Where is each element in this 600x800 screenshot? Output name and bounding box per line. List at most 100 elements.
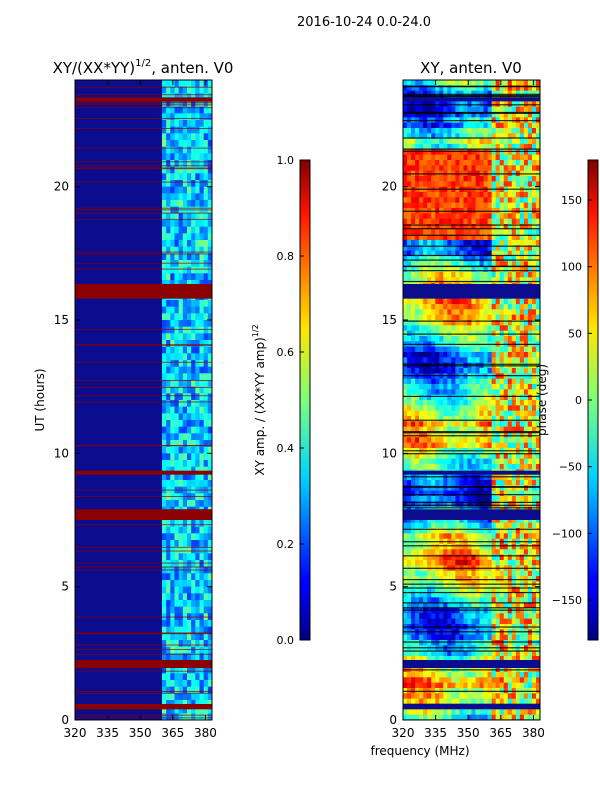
right-heatmap-cell (419, 549, 424, 556)
left-heatmap-cell (178, 80, 184, 88)
right-heatmap-cell (483, 320, 489, 326)
amplitude-colorbar-label: XY amp. / (XX*YY amp)1/2 (251, 324, 267, 475)
left-heatmap-cell (178, 186, 184, 194)
right-heatmap-cell (507, 576, 513, 582)
right-heatmap-cell (459, 442, 465, 449)
right-heatmap-cell (415, 592, 420, 598)
right-heatmap-cell (463, 608, 469, 614)
left-heatmap-cell (186, 640, 192, 648)
right-heatmap-cell (427, 298, 432, 305)
right-heatmap-cell (419, 165, 424, 172)
right-heatmap-cell (455, 650, 461, 657)
right-heatmap-cell (507, 202, 513, 209)
right-heatmap-cell (499, 608, 505, 614)
right-heatmap-cell (439, 160, 444, 166)
right-heatmap-cell (519, 554, 525, 561)
right-heatmap-cell (447, 501, 452, 508)
left-heatmap-cell (203, 640, 209, 648)
right-heatmap-cell (419, 400, 424, 406)
right-heatmap-cell (467, 496, 473, 502)
left-heatmap-cell (195, 713, 201, 720)
left-heatmap-cell (199, 606, 205, 614)
right-heatmap-cell (479, 197, 485, 204)
right-heatmap-cell (447, 485, 452, 492)
right-heatmap-cell (475, 229, 481, 236)
left-heatmap-cell (203, 626, 209, 634)
left-heatmap-cell (170, 360, 176, 368)
right-heatmap-cell (475, 517, 481, 524)
right-heatmap-cell (451, 634, 456, 641)
right-heatmap-cell (503, 261, 509, 268)
right-heatmap-cell (511, 266, 517, 273)
right-heatmap-cell (523, 250, 529, 257)
right-heatmap-cell (455, 378, 461, 385)
left-heatmap-flag-line (75, 344, 212, 346)
left-heatmap-cell (166, 160, 171, 168)
left-heatmap-cell (182, 180, 188, 188)
right-heatmap-cell (475, 314, 481, 321)
right-heatmap-cell (475, 416, 481, 422)
right-heatmap-cell (455, 405, 461, 412)
right-heatmap-cell (523, 234, 529, 241)
left-heatmap-cell (166, 520, 171, 528)
right-heatmap-cell (455, 421, 461, 428)
left-heatmap-cell (195, 386, 201, 394)
right-heatmap-cell (499, 517, 505, 524)
right-heatmap-cell (491, 544, 497, 550)
right-heatmap-cell (431, 346, 436, 353)
left-heatmap-cell (203, 173, 209, 181)
right-heatmap-cell (475, 160, 481, 166)
left-heatmap-cell (195, 246, 201, 254)
right-heatmap-cell (447, 618, 452, 625)
right-heatmap-cell (495, 304, 501, 310)
right-heatmap-cell (511, 90, 517, 97)
right-heatmap-cell (435, 496, 440, 502)
left-heatmap-flag-line (75, 181, 212, 183)
right-heatmap-cell (459, 277, 465, 284)
right-heatmap-cell (415, 277, 420, 284)
right-heatmap-cell (515, 346, 521, 353)
right-heatmap-cell (423, 202, 428, 209)
right-heatmap-cell (467, 181, 473, 188)
right-heatmap-cell (423, 480, 428, 486)
right-heatmap-cell (451, 389, 456, 396)
right-heatmap-cell (511, 592, 517, 598)
right-heatmap-cell (479, 453, 485, 460)
right-heatmap-cell (443, 640, 448, 646)
right-heatmap-cell (503, 181, 509, 188)
left-heatmap-cell (170, 113, 176, 121)
right-heatmap-cell (411, 304, 416, 310)
right-heatmap-cell (479, 256, 485, 262)
left-heatmap-cell (195, 606, 201, 614)
left-heatmap-cell (203, 326, 209, 334)
right-heatmap-cell (475, 608, 481, 614)
right-heatmap-cell (535, 314, 540, 321)
right-heatmap-cell (435, 416, 440, 422)
right-heatmap-cell (459, 640, 465, 646)
right-heatmap-cell (419, 320, 424, 326)
right-heatmap-cell (455, 576, 461, 582)
left-heatmap-cell (178, 366, 184, 374)
left-heatmap-cell (207, 233, 212, 241)
left-heatmap-cell (186, 213, 192, 221)
left-heatmap-cell (186, 620, 192, 628)
right-heatmap-cell (499, 234, 505, 241)
left-heatmap-cell (207, 626, 212, 634)
right-heatmap-cell (411, 325, 416, 332)
left-heatmap-cell (186, 246, 192, 254)
right-heatmap-cell (443, 346, 448, 353)
right-heatmap-cell (491, 234, 497, 241)
right-heatmap-cell (455, 352, 461, 358)
right-heatmap-cell (415, 597, 420, 604)
right-heatmap-cell (467, 533, 473, 540)
right-heatmap-cell (523, 528, 529, 534)
left-heatmap-cell (170, 166, 176, 174)
left-heatmap-cell (195, 126, 201, 134)
right-heatmap-cell (527, 277, 533, 284)
right-heatmap-cell (471, 501, 477, 508)
right-heatmap-cell (455, 640, 461, 646)
left-heatmap-cell (186, 586, 192, 594)
right-heatmap-cell (427, 602, 432, 609)
right-heatmap-cell (523, 272, 529, 278)
right-heatmap-cell (459, 554, 465, 561)
